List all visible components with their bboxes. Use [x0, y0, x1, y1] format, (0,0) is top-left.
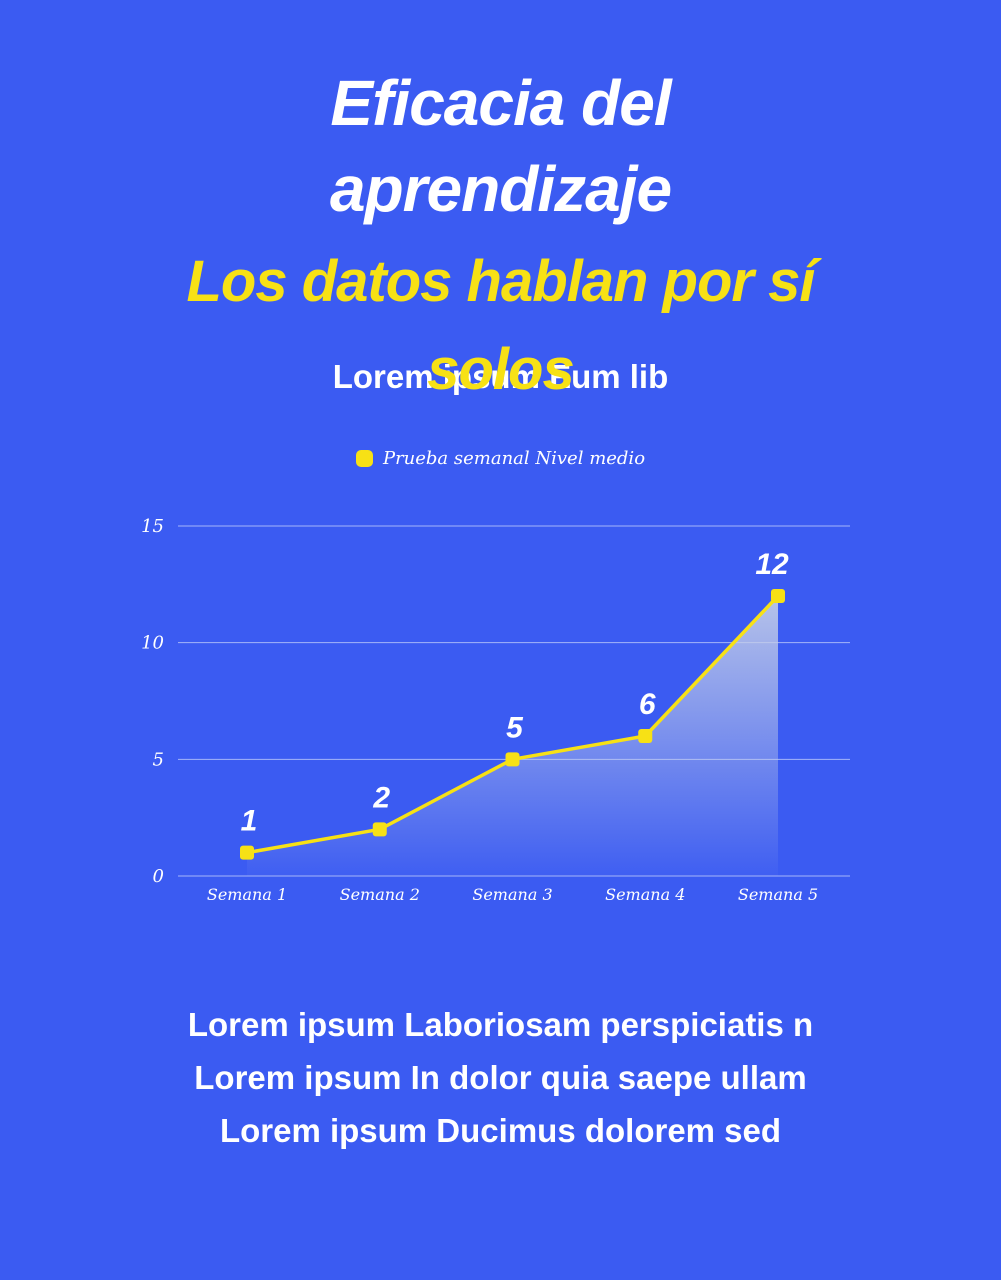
chart-marker: [638, 729, 653, 743]
y-tick-label: 0: [153, 866, 164, 887]
footer-line: Lorem ipsum Ducimus dolorem sed: [219, 1112, 782, 1149]
chart-marker: [771, 589, 785, 603]
data-label: 2: [372, 781, 390, 814]
x-axis-label: Semana 3: [472, 885, 552, 904]
footer-line: Lorem ipsum Laboriosam perspiciatis n: [187, 1006, 814, 1043]
page-title-text: Eficacia del aprendizaje: [329, 67, 672, 225]
chart-area-fill: [247, 596, 778, 876]
chart-marker: [240, 845, 254, 860]
legend-swatch-icon: [355, 450, 373, 467]
footer-text: Lorem ipsum Laboriosam perspiciatis n Lo…: [0, 998, 1001, 1157]
chart-marker: [505, 752, 520, 767]
footer-line: Lorem ipsum In dolor quia saepe ullam: [194, 1059, 807, 1096]
x-axis-label: Semana 2: [340, 885, 420, 904]
page-subtitle-text: Los datos hablan por sí solos: [186, 249, 816, 402]
page-subtitle: Los datos hablan por sí solos: [0, 238, 1001, 414]
x-axis-label: Semana 4: [605, 885, 685, 904]
chart-legend: Prueba semanal Nivel medio: [0, 448, 1001, 469]
page-title: Eficacia del aprendizaje: [0, 60, 1001, 232]
x-axis-label: Semana 1: [207, 885, 287, 904]
y-tick-label: 15: [141, 516, 164, 537]
x-axis-label: Semana 5: [738, 885, 818, 904]
tagline: Lorem ipsum Eum lib: [332, 358, 669, 395]
chart: 0 5 10 15 Semana 1 Semana 2 Semana 3 Semana 4 Se…: [120, 498, 880, 918]
data-label: 5: [506, 711, 524, 744]
data-label: 1: [241, 805, 258, 838]
chart-marker: [372, 822, 387, 837]
y-tick-label: 10: [141, 633, 164, 654]
data-label: 6: [639, 688, 656, 721]
y-tick-label: 5: [153, 749, 164, 770]
data-label: 12: [755, 548, 789, 581]
legend-label: Prueba semanal Nivel medio: [382, 448, 646, 469]
